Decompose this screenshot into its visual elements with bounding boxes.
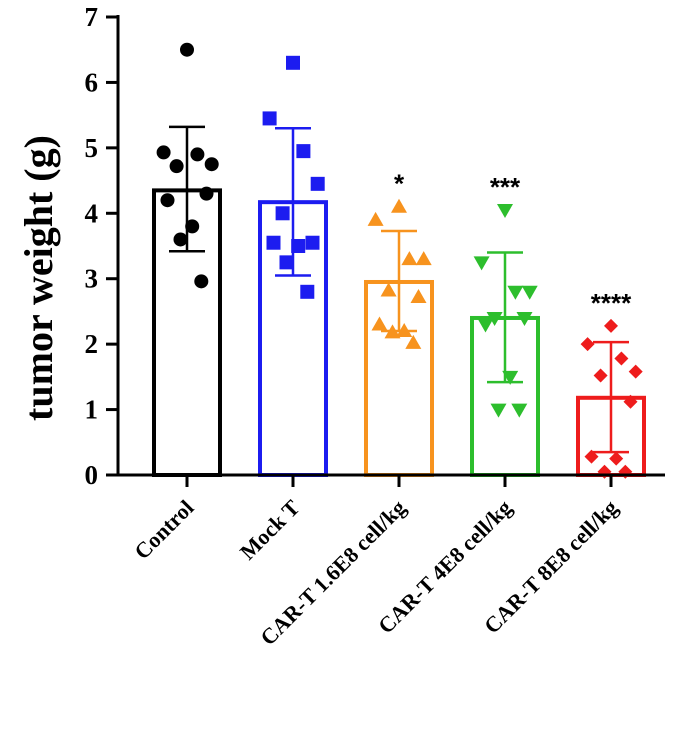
significance-label: *** <box>490 172 521 202</box>
data-point <box>584 449 599 464</box>
data-point <box>310 176 325 191</box>
data-point <box>511 403 528 418</box>
data-point <box>262 111 277 126</box>
data-point <box>410 289 427 304</box>
data-point <box>286 55 300 70</box>
y-tick-label: 2 <box>85 329 99 359</box>
data-point <box>477 318 494 333</box>
data-point <box>396 323 413 338</box>
data-point <box>580 337 595 352</box>
error-bar-3 <box>381 229 417 333</box>
data-point <box>275 206 290 221</box>
data-point <box>401 251 418 266</box>
data-point <box>384 324 401 339</box>
data-point <box>405 334 422 349</box>
y-tick-label: 7 <box>85 2 99 32</box>
data-point <box>194 274 209 289</box>
data-point <box>173 232 188 247</box>
data-point <box>415 251 432 266</box>
data-point <box>604 318 618 333</box>
data-point <box>156 145 171 160</box>
data-point <box>300 284 315 299</box>
data-point <box>279 255 294 270</box>
data-point <box>380 282 397 297</box>
data-point <box>204 157 219 172</box>
data-point <box>391 198 407 213</box>
data-point <box>473 256 490 271</box>
significance-label: **** <box>591 288 632 318</box>
data-point <box>516 311 533 326</box>
data-point <box>593 368 608 383</box>
y-tick-label: 0 <box>85 460 99 490</box>
y-tick-label: 3 <box>85 264 99 294</box>
x-tick-label: Mock T <box>235 495 305 565</box>
data-point <box>490 403 507 418</box>
data-points-layer <box>156 42 643 479</box>
error-bar-5 <box>593 340 629 454</box>
data-point <box>614 351 629 366</box>
data-point <box>180 42 194 57</box>
significance-label: * <box>394 169 405 199</box>
data-point <box>367 211 384 226</box>
data-point <box>190 147 205 162</box>
data-point <box>266 235 281 250</box>
y-tick-label: 6 <box>85 67 99 97</box>
data-point <box>497 204 513 219</box>
data-point <box>185 219 200 234</box>
error-bar-4 <box>487 251 523 384</box>
data-point <box>502 370 519 385</box>
data-point <box>371 316 388 331</box>
error-bars-layer <box>169 125 629 454</box>
data-point <box>609 451 624 466</box>
data-point <box>296 144 311 159</box>
y-tick-label: 1 <box>85 395 99 425</box>
significance-layer: * ******* <box>394 169 632 318</box>
data-point <box>507 285 524 300</box>
data-point <box>486 311 503 326</box>
y-axis-label: tumor weight (g) <box>16 135 61 421</box>
x-tick-label: Control <box>129 495 198 564</box>
data-point <box>199 186 214 201</box>
data-point <box>160 193 175 208</box>
data-point <box>169 159 184 174</box>
data-point <box>305 235 320 250</box>
data-point <box>623 394 638 409</box>
y-tick-label: 4 <box>85 198 99 228</box>
data-point <box>628 364 643 379</box>
data-point <box>521 285 538 300</box>
data-point <box>291 239 306 253</box>
y-tick-label: 5 <box>85 133 99 163</box>
